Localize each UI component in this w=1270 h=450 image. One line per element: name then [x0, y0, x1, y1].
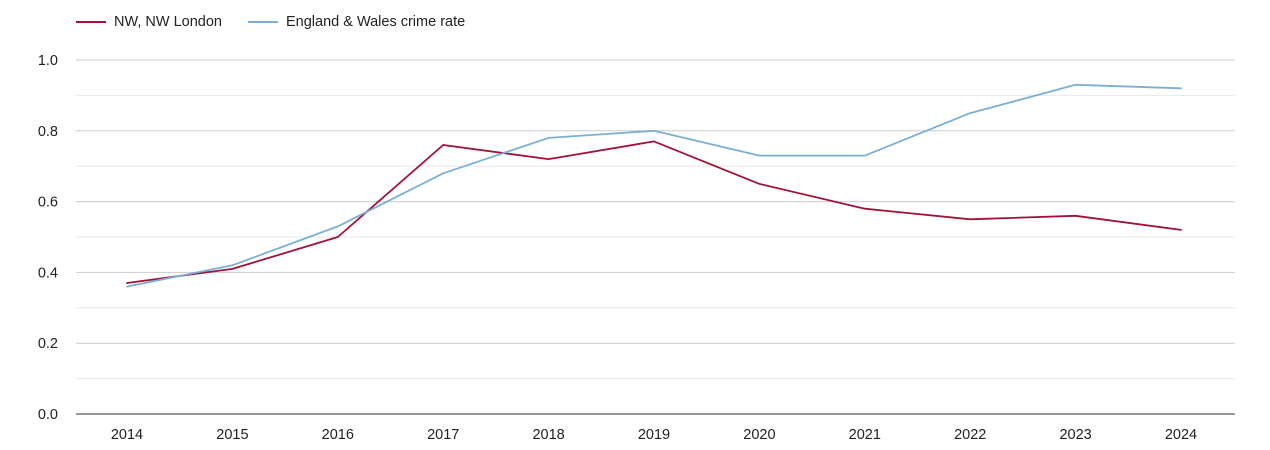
- x-tick-label: 2024: [1165, 427, 1197, 443]
- legend-label-england-wales: England & Wales crime rate: [286, 14, 466, 30]
- y-tick-label: 0.6: [38, 195, 58, 211]
- x-tick-label: 2019: [638, 427, 670, 443]
- legend: NW, NW London England & Wales crime rate: [76, 14, 491, 30]
- x-tick-label: 2017: [427, 427, 459, 443]
- series-line-england-wales: [126, 83, 1182, 288]
- x-tick-label: 2020: [743, 427, 775, 443]
- y-tick-label: 0.4: [38, 265, 58, 281]
- y-tick-label: 1.0: [38, 53, 58, 69]
- legend-swatch-england-wales: [248, 21, 278, 23]
- x-tick-label: 2022: [954, 427, 986, 443]
- legend-item-england-wales[interactable]: England & Wales crime rate: [248, 14, 465, 30]
- legend-item-nw-london[interactable]: NW, NW London: [76, 14, 222, 30]
- x-tick-label: 2015: [216, 427, 248, 443]
- x-tick-label: 2023: [1059, 427, 1091, 443]
- legend-swatch-nw-london: [76, 21, 106, 23]
- x-tick-label: 2018: [532, 427, 564, 443]
- y-tick-label: 0.2: [38, 336, 58, 352]
- y-tick-label: 0.8: [38, 124, 58, 140]
- x-tick-label: 2016: [322, 427, 354, 443]
- legend-label-nw-london: NW, NW London: [114, 14, 222, 30]
- x-tick-label: 2014: [111, 427, 143, 443]
- series-line-nw-london: [126, 140, 1182, 284]
- y-tick-label: 0.0: [38, 407, 58, 423]
- x-tick-label: 2021: [849, 427, 881, 443]
